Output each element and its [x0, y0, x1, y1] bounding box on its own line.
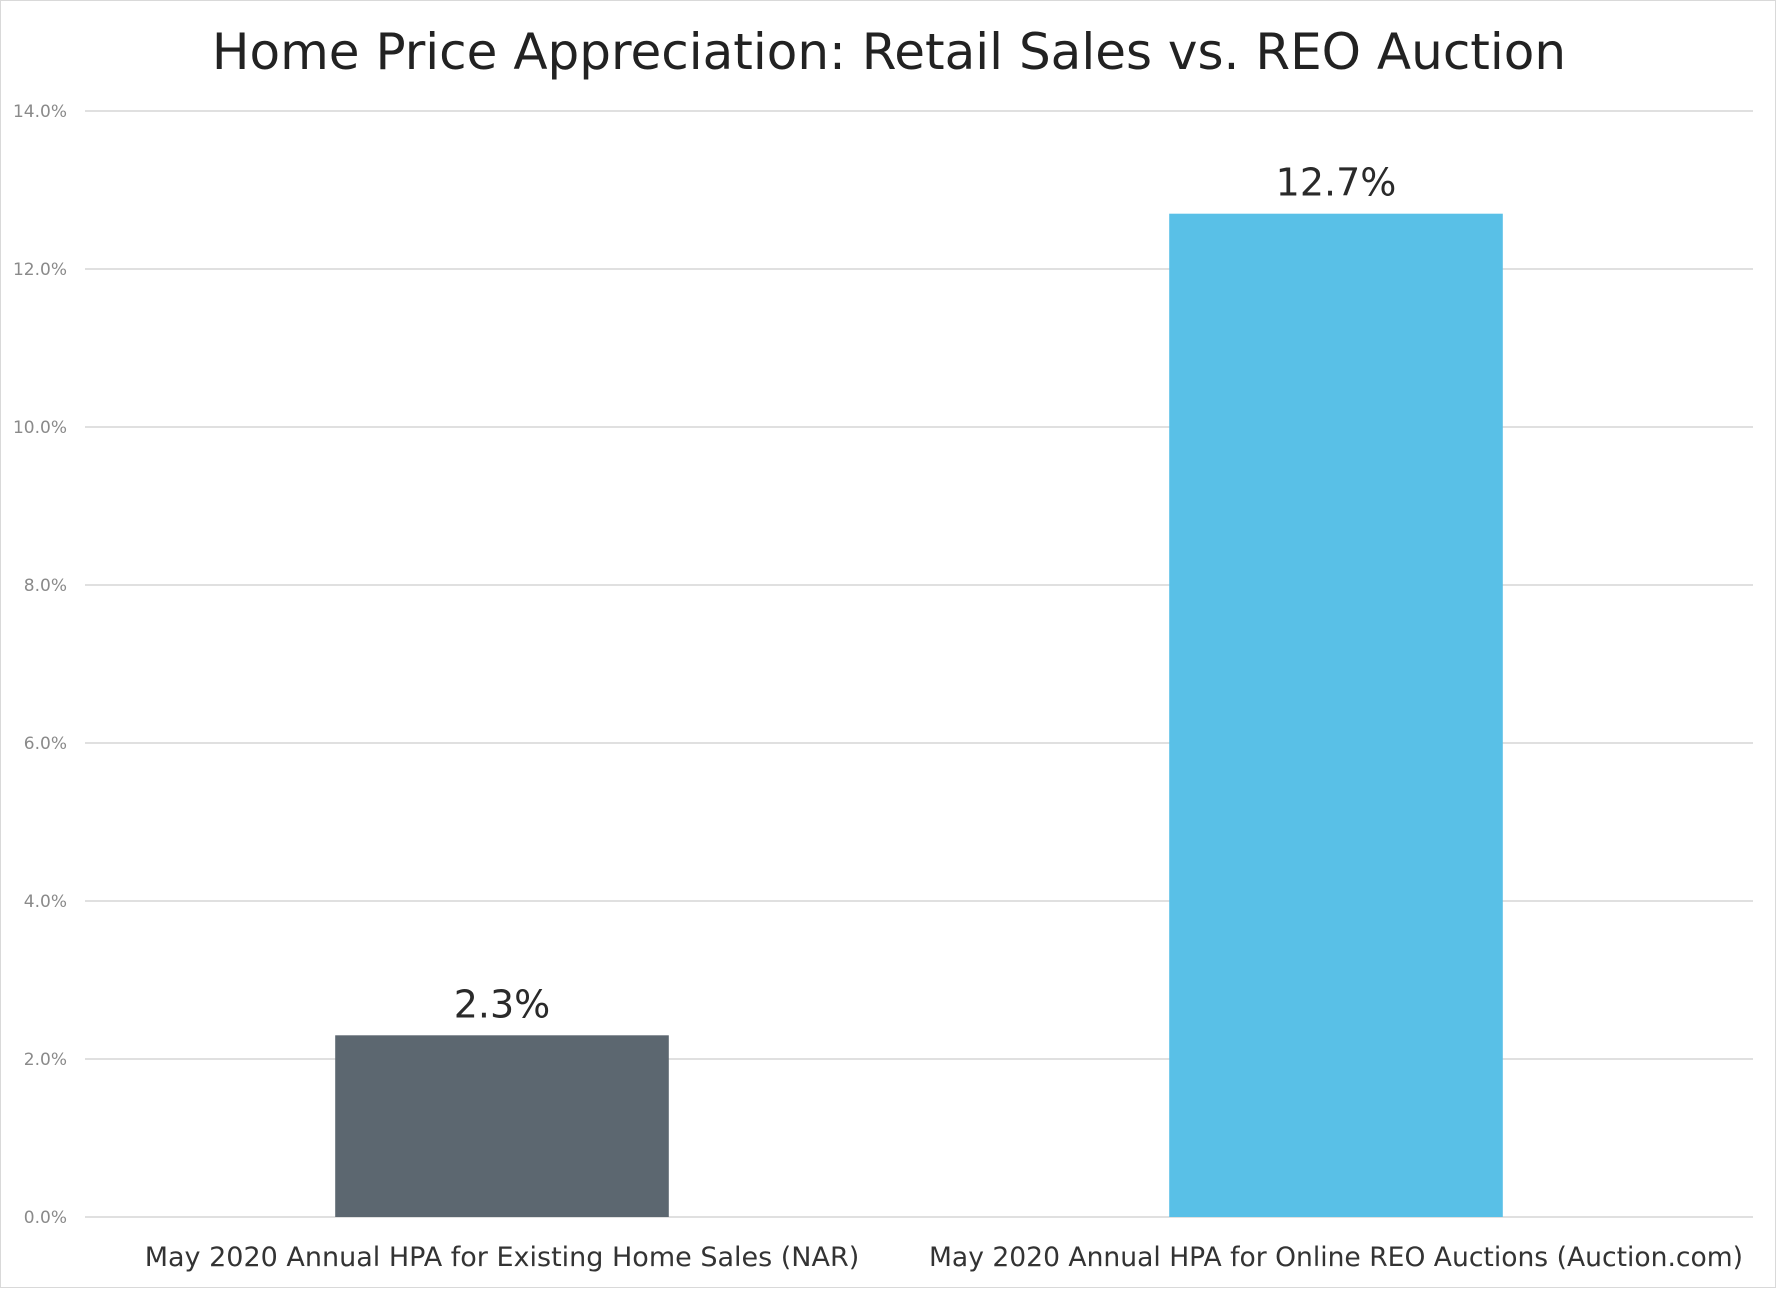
category-label-1: May 2020 Annual HPA for Existing Home Sa…: [145, 1242, 860, 1273]
y-tick-label: 12.0%: [13, 260, 67, 280]
chart-title: Home Price Appreciation: Retail Sales vs…: [212, 23, 1566, 81]
bar-1: [335, 1035, 669, 1217]
y-axis-tick-labels: 0.0% 2.0% 4.0% 6.0% 8.0% 10.0% 12.0% 14.0%: [13, 102, 67, 1228]
x-axis-category-labels: May 2020 Annual HPA for Existing Home Sa…: [145, 1242, 1743, 1273]
y-tick-label: 2.0%: [24, 1050, 67, 1070]
data-label-1: 2.3%: [454, 982, 551, 1026]
bar-2: [1169, 213, 1503, 1217]
y-tick-label: 14.0%: [13, 102, 67, 122]
y-tick-label: 0.0%: [24, 1208, 67, 1228]
y-tick-label: 6.0%: [24, 734, 67, 754]
y-tick-label: 8.0%: [24, 576, 67, 596]
y-tick-label: 4.0%: [24, 892, 67, 912]
y-tick-label: 10.0%: [13, 418, 67, 438]
data-labels: 2.3% 12.7%: [454, 161, 1397, 1027]
category-label-2: May 2020 Annual HPA for Online REO Aucti…: [929, 1242, 1743, 1273]
data-label-2: 12.7%: [1276, 161, 1397, 205]
bars: [335, 213, 1503, 1217]
